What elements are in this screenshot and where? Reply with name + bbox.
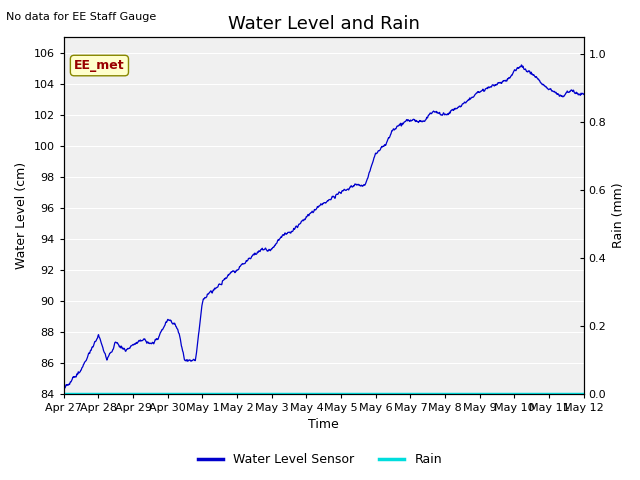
Text: No data for EE Staff Gauge: No data for EE Staff Gauge [6, 12, 157, 22]
Y-axis label: Rain (mm): Rain (mm) [612, 183, 625, 248]
Title: Water Level and Rain: Water Level and Rain [228, 15, 420, 33]
X-axis label: Time: Time [308, 419, 339, 432]
Legend: Water Level Sensor, Rain: Water Level Sensor, Rain [193, 448, 447, 471]
Y-axis label: Water Level (cm): Water Level (cm) [15, 162, 28, 269]
Text: EE_met: EE_met [74, 59, 125, 72]
